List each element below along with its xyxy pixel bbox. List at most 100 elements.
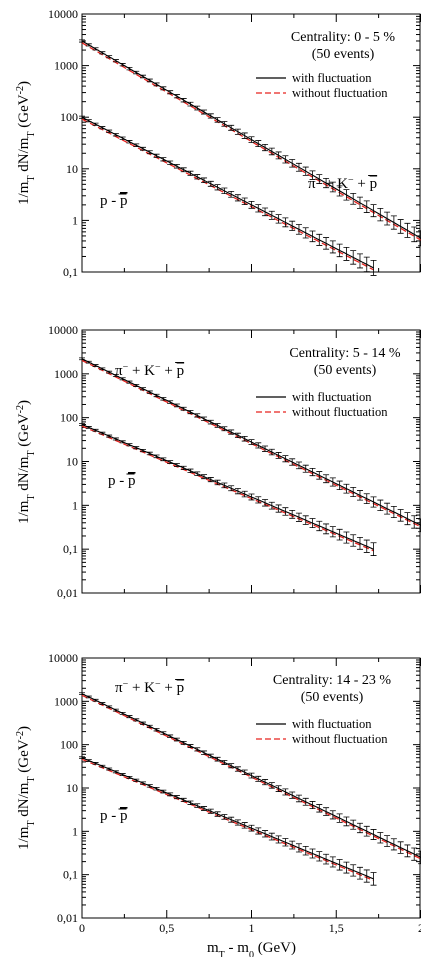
error-bar [187, 744, 194, 749]
error-bar [106, 129, 113, 133]
curve-with-fluctuation [81, 423, 374, 550]
error-bar [262, 779, 269, 786]
error-bar [295, 162, 302, 172]
error-bar [248, 772, 255, 779]
error-bar [79, 115, 85, 119]
error-bar [377, 207, 384, 222]
error-bar [234, 194, 241, 202]
error-bar [275, 452, 282, 459]
error-bar [201, 177, 208, 184]
y-tick-label: 0,01 [57, 911, 78, 925]
error-bar [221, 121, 228, 127]
y-tick-label: 1 [72, 498, 78, 512]
error-bar [173, 403, 180, 408]
error-bar [329, 856, 336, 868]
error-bar [255, 496, 262, 504]
error-bar [85, 759, 92, 762]
error-bar [397, 219, 404, 234]
error-bar [153, 728, 160, 732]
error-bar [207, 419, 214, 425]
error-bar [92, 698, 99, 702]
error-bar [268, 448, 275, 456]
species-label: p - p [100, 193, 128, 209]
error-bar [140, 387, 147, 391]
centrality-annotation: (50 events) [301, 690, 364, 705]
error-bar [356, 866, 363, 880]
error-bar [85, 43, 92, 47]
error-bar [248, 493, 255, 501]
error-bar [316, 804, 323, 813]
error-bar [248, 136, 255, 143]
error-bar [79, 756, 85, 760]
error-bar [248, 824, 255, 832]
error-bar [262, 830, 269, 838]
error-bar [112, 374, 119, 377]
error-bar [282, 455, 289, 463]
curve-without-fluctuation [81, 758, 374, 881]
error-bar [160, 731, 167, 735]
error-bar [350, 193, 357, 205]
error-bar [167, 160, 174, 165]
error-bar [133, 778, 140, 782]
error-bar [126, 775, 133, 779]
error-bar [262, 143, 269, 152]
error-bar [309, 467, 316, 477]
species-label: π− + K− + p [115, 362, 184, 380]
error-bar [370, 542, 377, 556]
error-bar [275, 504, 282, 513]
error-bar [112, 59, 119, 63]
y-tick-label: 0,01 [57, 586, 78, 600]
error-bar [201, 416, 208, 421]
panel-bottom: 0,01 0,1 1 10 100 1000 10000 0 0,5 1 1,5 2 1/mT dN/m… [15, 651, 421, 957]
error-bar [126, 443, 133, 447]
error-bar [282, 155, 289, 164]
error-bar [228, 816, 235, 823]
error-bar [99, 126, 106, 130]
error-bar [411, 226, 418, 243]
error-bar [282, 217, 289, 228]
error-bar [160, 157, 167, 162]
error-bar [268, 147, 275, 156]
error-bar [295, 512, 302, 522]
error-bar [268, 832, 275, 841]
y-axis-label: 1/mT dN/mT (GeV-2) [15, 81, 37, 205]
error-bar [140, 721, 147, 725]
error-bar [289, 509, 296, 519]
error-bar [214, 811, 221, 817]
error-bar [390, 505, 397, 519]
error-bar [146, 78, 153, 83]
panel-middle: 0,01 0,1 1 10 100 1000 10000 1/mT dN/mT (GeV-2)… [15, 323, 421, 600]
legend-entry: without fluctuation [292, 405, 388, 419]
x-tick-label: 1,5 [329, 921, 344, 935]
error-bar [323, 807, 330, 816]
error-bar [350, 250, 357, 265]
curve-with-fluctuation [81, 757, 374, 880]
species-label: p - p [100, 808, 128, 824]
error-bar [370, 496, 377, 508]
error-bar [309, 848, 316, 859]
error-bar [160, 789, 167, 794]
error-bar [106, 767, 113, 771]
error-bar [180, 740, 187, 745]
error-bar [268, 210, 275, 220]
error-bar [207, 477, 214, 483]
error-bar [228, 124, 235, 131]
error-bar [119, 136, 126, 140]
error-bar [418, 518, 421, 533]
centrality-annotation: Centrality: 14 - 23 % [273, 673, 392, 688]
error-bar [356, 196, 363, 209]
error-bar [377, 832, 384, 844]
error-bar [255, 827, 262, 835]
error-bar [221, 426, 228, 432]
error-bar [336, 243, 343, 258]
curve-without-fluctuation [81, 118, 374, 271]
error-bar [146, 150, 153, 155]
error-bar [221, 187, 228, 195]
error-bar [282, 507, 289, 516]
error-bar [262, 499, 269, 507]
error-bar [302, 464, 309, 473]
error-bar [275, 835, 282, 844]
error-bar [289, 791, 296, 799]
error-bar [234, 432, 241, 439]
